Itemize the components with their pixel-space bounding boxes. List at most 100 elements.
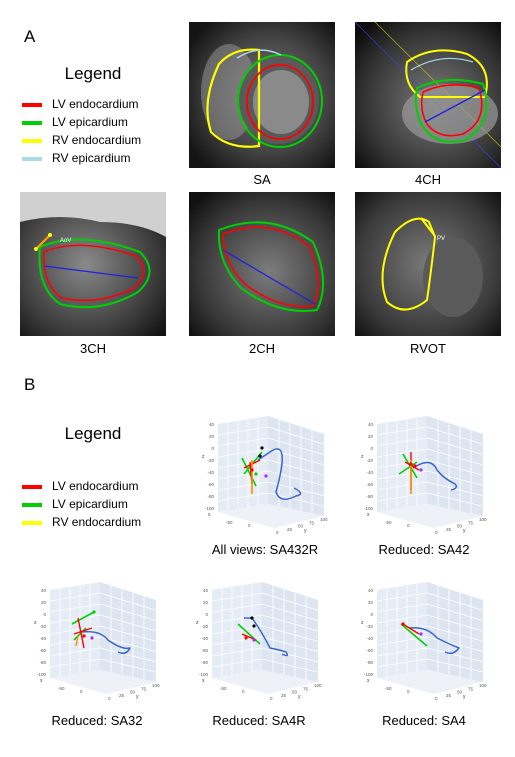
x-axis-label: x — [367, 512, 370, 518]
grid-line — [49, 658, 101, 668]
sa-mri-image — [189, 22, 335, 168]
z-axis-label: z — [196, 620, 199, 626]
z-tick-label: 40 — [368, 422, 374, 427]
rv-epi-swatch — [22, 157, 42, 161]
grid-line — [217, 426, 269, 436]
z-tick-label: -20 — [366, 458, 373, 463]
z-tick-label: -20 — [39, 624, 46, 629]
floor — [218, 504, 324, 528]
z-tick-label: -60 — [366, 482, 373, 487]
legend-label: RV endocardium — [52, 515, 142, 529]
grid-line — [426, 614, 484, 632]
landmark-point — [401, 622, 405, 626]
grid-line — [426, 592, 484, 611]
lv-endo-line — [404, 461, 420, 471]
grid-line — [267, 470, 325, 486]
grid-line — [261, 625, 319, 642]
z-axis-label: z — [361, 454, 364, 460]
contour-group — [400, 622, 460, 655]
back-wall-right — [100, 582, 156, 682]
landmark-point — [92, 610, 96, 614]
plot-sa4-caption: Reduced: SA4 — [382, 713, 466, 728]
x-tick-label: 0 — [407, 523, 410, 528]
grid-line — [376, 592, 428, 602]
grid-line — [267, 448, 325, 466]
x-axis-label: x — [367, 678, 370, 684]
legend-label: LV endocardium — [52, 97, 139, 111]
panel-a-legend-title: Legend — [64, 64, 122, 83]
grid-line — [426, 625, 484, 642]
lv-epi-line — [400, 623, 428, 647]
lv-surface-outline — [408, 626, 460, 655]
y-tick-label: 100 — [479, 517, 487, 522]
z-tick-label: 40 — [41, 588, 47, 593]
grid-line — [261, 592, 319, 611]
y-tick-label: 75 — [309, 520, 315, 525]
contour-group — [398, 452, 458, 494]
z-tick-label: -100 — [37, 672, 47, 677]
z-tick-label: -40 — [366, 470, 373, 475]
y-tick-label: 0 — [270, 696, 273, 701]
rv-endo-swatch — [22, 521, 42, 525]
grid-line — [376, 492, 428, 502]
z-tick-label: -40 — [39, 636, 46, 641]
x-tick-label: 0 — [242, 689, 245, 694]
grid-line — [376, 603, 428, 613]
y-tick-label: 0 — [108, 696, 111, 701]
z-axis-label: z — [361, 620, 364, 626]
x-tick-label: -50 — [385, 520, 392, 525]
panel-b-letter: B — [24, 375, 36, 394]
plot-sa432r: 40 20 0 -20 -40 -60 -80 -100 z -50 0 x 0 25 50 75 100 y — [196, 412, 334, 540]
back-wall-right — [427, 416, 483, 516]
grid-line — [426, 470, 484, 486]
grid-line — [99, 658, 157, 673]
rv-endo-line — [75, 635, 79, 647]
landmark-point — [90, 636, 94, 640]
z-tick-label: 40 — [368, 588, 374, 593]
grid-line — [217, 470, 269, 480]
lv-endo-swatch — [22, 103, 42, 107]
z-tick-label: 20 — [209, 434, 215, 439]
grid-line — [99, 625, 157, 642]
grid-line — [267, 437, 325, 455]
z-tick-label: -60 — [366, 648, 373, 653]
y-tick-label: 25 — [119, 693, 125, 698]
landmark-point — [254, 472, 258, 476]
rvot-caption: RVOT — [410, 341, 446, 356]
z-tick-label: -80 — [366, 660, 373, 665]
x-tick-label: 0 — [248, 523, 251, 528]
z-tick-label: -20 — [366, 624, 373, 629]
back-wall-right — [268, 416, 324, 516]
plot-sa32: 40 20 0 -20 -40 -60 -80 -100 z -50 0 x 0 25 50 75 100 y — [28, 578, 166, 706]
legend-label: RV endocardium — [52, 133, 142, 147]
back-wall-right — [262, 582, 318, 682]
landmark-point — [258, 454, 262, 458]
lv-endo-swatch — [22, 485, 42, 489]
grid-line — [426, 647, 484, 663]
2ch-caption: 2CH — [248, 341, 275, 356]
z-tick-label: 0 — [205, 612, 208, 617]
y-tick-label: 50 — [130, 690, 136, 695]
legend-label: LV endocardium — [52, 479, 139, 493]
z-tick-label: -80 — [207, 494, 214, 499]
grid-line — [426, 636, 484, 652]
floor — [212, 670, 318, 694]
lv-endo-line — [402, 623, 420, 635]
landmark-point — [413, 464, 417, 468]
y-tick-label: 25 — [446, 693, 452, 698]
lv-endo-line — [73, 627, 93, 635]
landmark-point — [250, 616, 254, 620]
grid-line — [49, 647, 101, 657]
grid-line — [267, 426, 325, 445]
y-tick-label: 100 — [314, 683, 322, 688]
y-tick-label: 50 — [457, 690, 463, 695]
grid-line — [426, 448, 484, 466]
grid-line — [211, 614, 263, 624]
z-tick-label: -100 — [364, 672, 374, 677]
y-axis-label: y — [463, 694, 466, 700]
z-tick-label: -80 — [366, 494, 373, 499]
landmark-point — [250, 468, 254, 472]
landmark-point — [264, 474, 268, 478]
z-tick-label: 20 — [203, 600, 209, 605]
plot-sa4r: 40 20 0 -20 -40 -60 -80 -100 z -50 0 x 0 25 50 75 100 y — [190, 578, 328, 706]
